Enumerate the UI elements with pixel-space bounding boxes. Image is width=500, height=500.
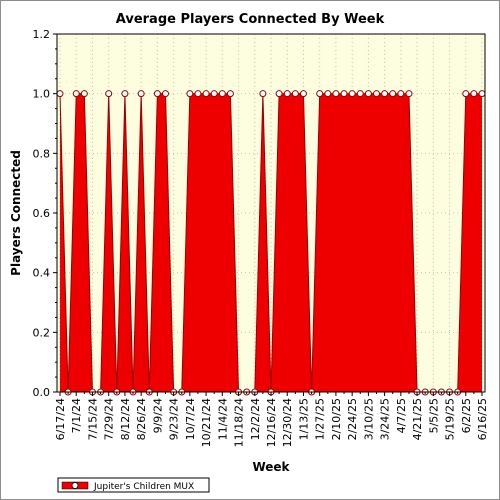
data-point bbox=[186, 90, 194, 98]
data-point bbox=[299, 90, 307, 98]
data-point bbox=[283, 90, 291, 98]
x-tick-label: 9/9/24 bbox=[151, 398, 164, 433]
x-tick-label: 3/10/25 bbox=[362, 398, 375, 440]
x-tick-label: 4/7/25 bbox=[395, 398, 408, 433]
data-point bbox=[121, 90, 129, 98]
x-tick-label: 7/1/24 bbox=[70, 398, 83, 433]
x-tick-label: 12/16/24 bbox=[265, 398, 278, 447]
data-point bbox=[226, 90, 234, 98]
data-point bbox=[397, 90, 405, 98]
legend-label: Jupiter's Children MUX bbox=[93, 482, 194, 492]
data-point bbox=[80, 90, 88, 98]
x-tick-label: 11/4/24 bbox=[216, 398, 229, 440]
x-tick-label: 10/7/24 bbox=[184, 398, 197, 440]
data-point bbox=[153, 90, 161, 98]
chart-title: Average Players Connected By Week bbox=[116, 12, 385, 27]
plot-border bbox=[56, 33, 486, 393]
data-point bbox=[194, 90, 202, 98]
data-point bbox=[332, 90, 340, 98]
legend: Jupiter's Children MUX bbox=[57, 477, 210, 493]
x-tick-label: 6/16/25 bbox=[476, 398, 489, 440]
y-tick-label: 0.2 bbox=[33, 326, 51, 339]
y-tick-label: 0.8 bbox=[33, 147, 51, 160]
legend-marker bbox=[71, 482, 79, 489]
x-tick-label: 1/27/25 bbox=[314, 398, 327, 440]
x-tick-label: 2/10/25 bbox=[330, 398, 343, 440]
x-tick-label: 11/18/24 bbox=[233, 398, 246, 447]
x-tick-label: 8/12/24 bbox=[119, 398, 132, 440]
series-layer bbox=[56, 90, 486, 396]
data-point bbox=[348, 90, 356, 98]
legend-box bbox=[57, 477, 210, 493]
series-area bbox=[60, 93, 482, 393]
data-point bbox=[105, 90, 113, 98]
y-tick-label: 1.0 bbox=[33, 88, 51, 101]
data-point bbox=[340, 90, 348, 98]
data-point bbox=[56, 90, 64, 98]
data-point bbox=[202, 90, 210, 98]
data-point bbox=[259, 90, 267, 98]
data-point bbox=[470, 90, 478, 98]
data-point bbox=[389, 90, 397, 98]
x-tick-label: 7/29/24 bbox=[103, 398, 116, 440]
y-tick-label: 0.6 bbox=[33, 207, 51, 220]
x-tick-label: 3/24/25 bbox=[379, 398, 392, 440]
x-tick-label: 1/13/25 bbox=[297, 398, 310, 440]
x-tick-label: 6/17/24 bbox=[54, 398, 67, 440]
data-point bbox=[291, 90, 299, 98]
x-tick-label: 5/19/25 bbox=[444, 398, 457, 440]
data-point bbox=[462, 90, 470, 98]
x-axis-title: Week bbox=[252, 460, 290, 474]
data-point bbox=[364, 90, 372, 98]
x-tick-label: 4/21/25 bbox=[411, 398, 424, 440]
x-tick-label: 2/24/25 bbox=[346, 398, 359, 440]
data-point bbox=[275, 90, 283, 98]
x-tick-label: 9/23/24 bbox=[168, 398, 181, 440]
data-point bbox=[210, 90, 218, 98]
data-point bbox=[316, 90, 324, 98]
data-point bbox=[162, 90, 169, 98]
data-point bbox=[373, 90, 380, 98]
x-tick-label: 8/26/24 bbox=[135, 398, 148, 440]
x-tick-label: 7/15/24 bbox=[86, 398, 99, 440]
x-tick-label: 12/30/24 bbox=[281, 398, 294, 447]
axes: 0.0 0.2 0.4 0.6 0.8 1.0 1.2 6/17/24 7/1/24 7/15/2… bbox=[33, 28, 490, 447]
x-tick-label: 10/21/24 bbox=[200, 398, 213, 447]
data-point bbox=[218, 90, 226, 98]
y-axis-title: Players Connected bbox=[9, 150, 23, 276]
x-tick-label: 5/5/25 bbox=[427, 398, 440, 433]
data-point bbox=[72, 90, 80, 98]
data-point bbox=[405, 90, 413, 98]
data-point bbox=[478, 90, 486, 98]
data-point bbox=[381, 90, 389, 98]
x-tick-label: 12/2/24 bbox=[249, 398, 262, 440]
data-point bbox=[356, 90, 364, 98]
y-tick-label: 0.0 bbox=[33, 386, 51, 399]
data-point bbox=[324, 90, 332, 98]
x-tick-label: 6/2/25 bbox=[460, 398, 473, 433]
y-tick-label: 1.2 bbox=[33, 28, 51, 41]
y-tick-label: 0.4 bbox=[33, 267, 51, 280]
data-point bbox=[137, 90, 145, 98]
